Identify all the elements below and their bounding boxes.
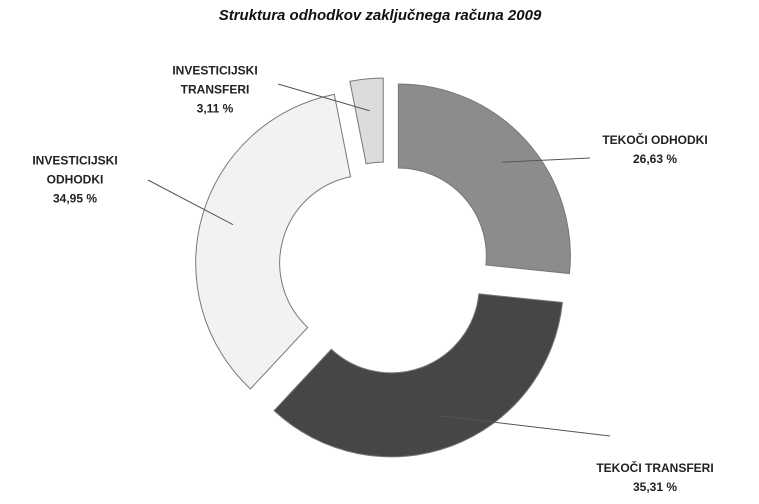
donut-segment <box>349 77 384 165</box>
category-label: INVESTICIJSKI ODHODKI <box>32 153 118 187</box>
leader-line <box>277 83 370 112</box>
segment-label: TEKOČI ODHODKI 26,63 % <box>590 131 720 169</box>
chart-title: Struktura odhodkov zaključnega računa 20… <box>219 7 542 24</box>
segment-label: INVESTICIJSKI TRANSFERI 3,11 % <box>160 62 270 119</box>
segment-label: INVESTICIJSKI ODHODKI 34,95 % <box>20 152 130 209</box>
value-label: 3,11 % <box>196 101 234 116</box>
leader-line <box>440 415 611 437</box>
donut-segment <box>273 293 563 458</box>
donut-segment <box>397 83 571 275</box>
donut-segment <box>195 93 352 390</box>
value-label: 35,31 % <box>632 480 678 494</box>
leader-line <box>502 157 591 163</box>
value-label: 34,95 % <box>52 191 98 206</box>
category-label: TEKOČI ODHODKI <box>602 133 708 147</box>
category-label: INVESTICIJSKI TRANSFERI <box>172 63 258 97</box>
value-label: 26,63 % <box>632 152 678 166</box>
segment-label: TEKOČI TRANSFERI 35,31 % <box>590 459 720 497</box>
category-label: TEKOČI TRANSFERI <box>596 461 714 475</box>
leader-line <box>147 179 234 226</box>
